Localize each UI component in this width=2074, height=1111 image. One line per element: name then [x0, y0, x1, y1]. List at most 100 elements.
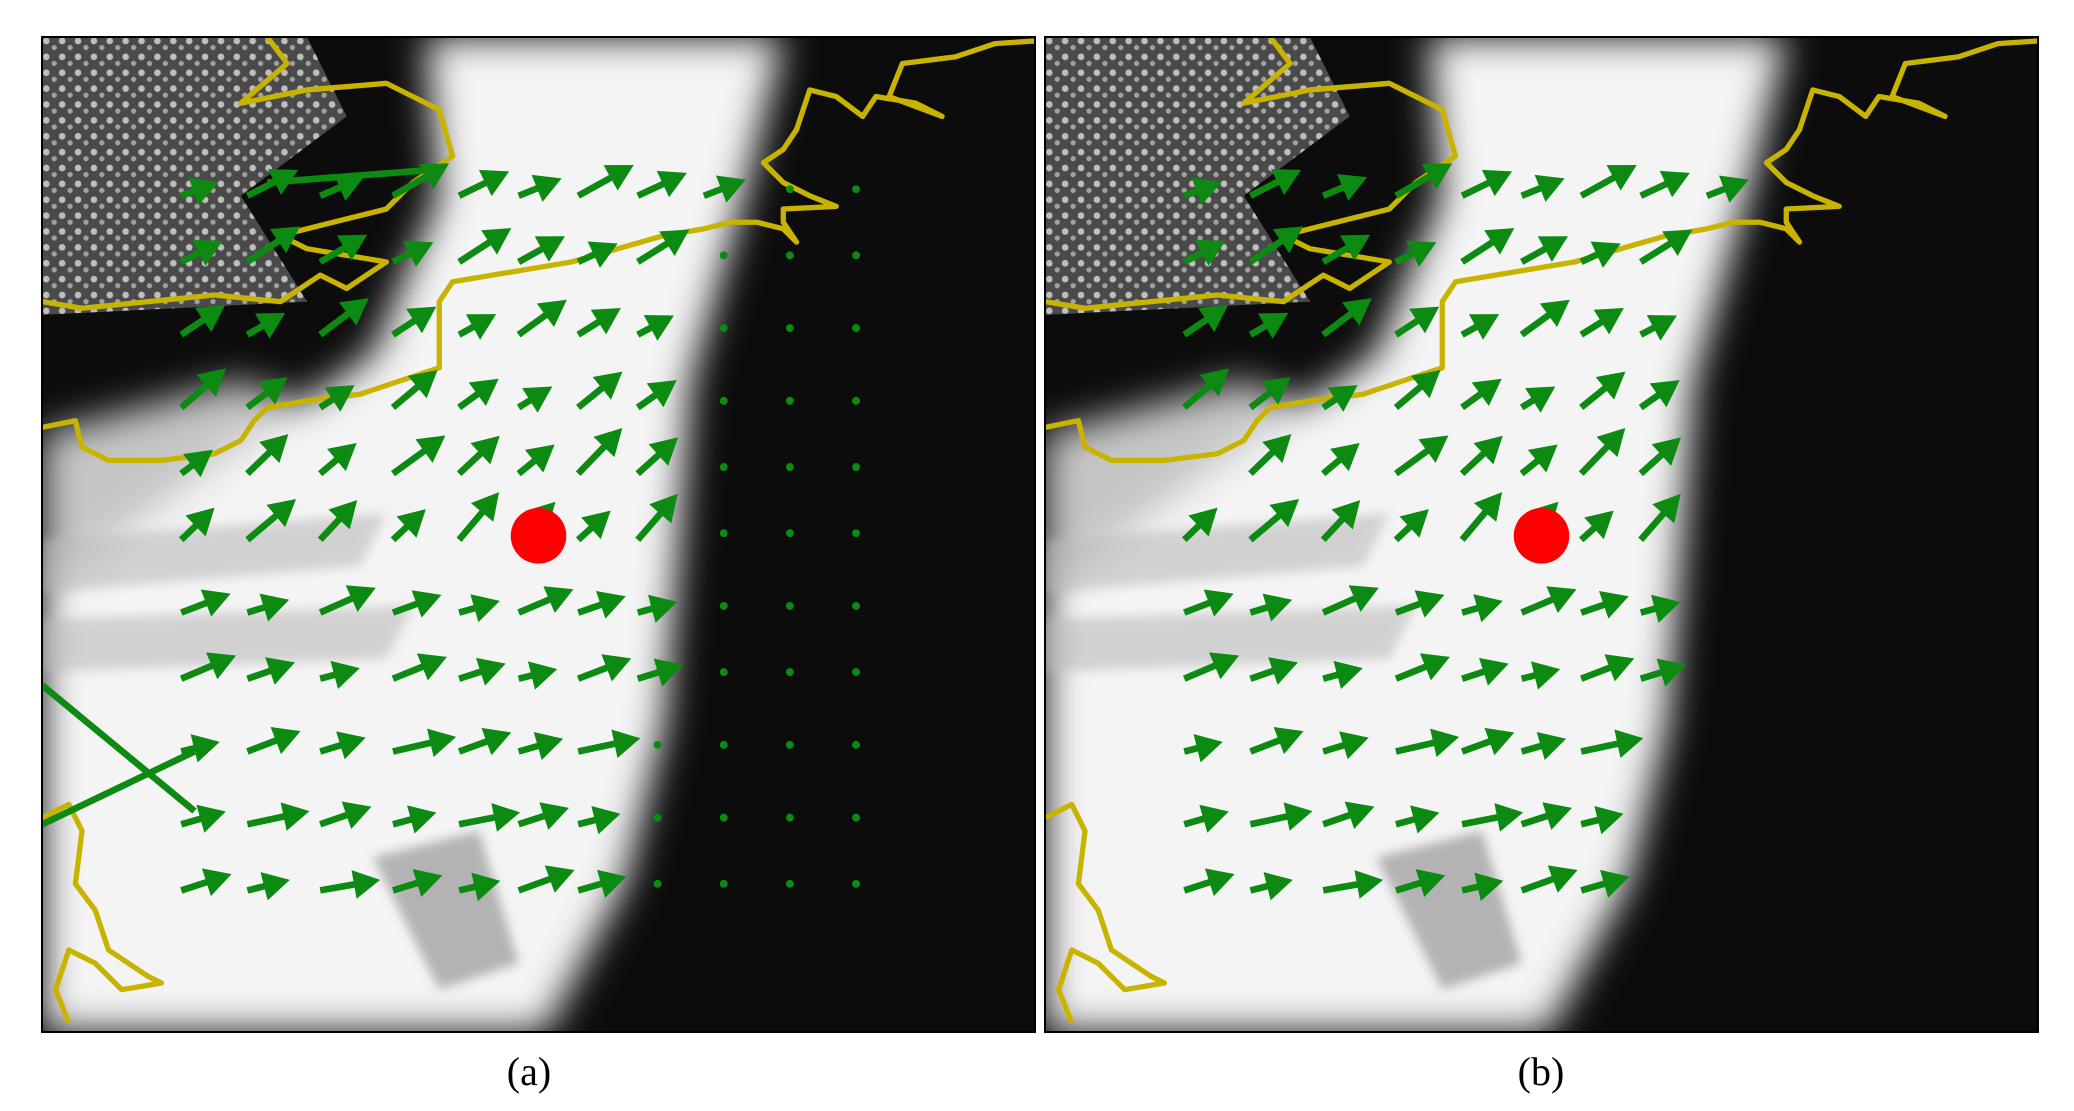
wind-vector-head [185, 507, 215, 537]
wind-vector-head [333, 174, 365, 201]
wind-vector-head [481, 228, 512, 255]
wind-dot [653, 879, 662, 888]
wind-vector-head [1593, 308, 1624, 335]
wind-vector-head [603, 164, 634, 191]
wind-vector-head [1336, 174, 1368, 201]
wind-vector-head [330, 660, 360, 690]
wind-vector-head [1525, 386, 1556, 413]
outlier-vector [42, 748, 196, 828]
wind-vector-head [1273, 727, 1304, 755]
wind-vector-head [481, 727, 512, 756]
wind-vector-head [200, 589, 231, 617]
wind-dot [852, 740, 861, 749]
wind-vector-head [1204, 868, 1235, 897]
wind-vector-head [1484, 228, 1515, 255]
wind-dot [719, 668, 728, 677]
wind-vector-head [478, 169, 510, 197]
wind-vector-head [522, 386, 553, 413]
wind-vector-head [190, 734, 220, 763]
wind-vector-head [1339, 731, 1369, 760]
wind-vector-head [1410, 805, 1440, 834]
target-point [1513, 508, 1570, 564]
wind-vector-head [1262, 593, 1293, 622]
wind-vector-head [336, 731, 366, 760]
wind-vector-head [1600, 869, 1630, 898]
wind-vector-head [1546, 586, 1577, 614]
wind-vector-head [1283, 802, 1313, 831]
wind-vector-head [591, 805, 621, 835]
wind-dot [852, 879, 861, 888]
wind-dot [785, 813, 794, 822]
wind-vector-head [649, 493, 678, 524]
wind-vector-head [1479, 657, 1509, 686]
wind-vector-head [403, 240, 434, 267]
wind-vector-head [1415, 869, 1446, 897]
wind-vector-head [1270, 168, 1302, 195]
wind-vector-head [1606, 164, 1637, 191]
wind-vector-head [196, 368, 227, 397]
wind-vector-head [1199, 368, 1230, 397]
wind-vector-head [1598, 591, 1629, 619]
wind-vector-head [527, 661, 558, 690]
wind-vector-head [1348, 585, 1379, 612]
wind-vector-head [338, 298, 369, 326]
wind-vector-head [1584, 510, 1614, 540]
wind-vector-head [257, 377, 288, 405]
wind-vector-head [653, 658, 684, 687]
wind-dot [719, 251, 728, 260]
wind-vector-head [476, 657, 506, 686]
wind-vector-head [195, 305, 226, 332]
wind-dot [852, 185, 861, 194]
wind-vector-head [1198, 305, 1229, 332]
panel-a-frame [41, 36, 1036, 1033]
wind-vector-head [536, 299, 567, 328]
wind-vector-head [1203, 589, 1234, 617]
wind-vector-head [406, 306, 437, 334]
wind-vector-head [1188, 507, 1218, 537]
wind-vector-head [1272, 226, 1304, 254]
wind-vector-head [336, 234, 368, 261]
wind-dot [719, 324, 728, 333]
wind-dot [785, 185, 794, 194]
wind-vector-head [590, 308, 621, 335]
wind-vector-head [1646, 315, 1677, 341]
outlier-vector [267, 166, 440, 186]
wind-vector-head [1410, 370, 1441, 399]
panel-b-image [1045, 37, 2037, 1032]
wind-vector-head [351, 870, 381, 899]
wind-dot [785, 879, 794, 888]
wind-vector-head [1656, 658, 1687, 687]
wind-vector-head [601, 654, 632, 682]
wind-vector-head [1536, 732, 1567, 761]
wind-dot [785, 601, 794, 610]
wind-vector-head [260, 872, 290, 901]
wind-vector-head [1651, 437, 1682, 466]
wind-vector-head [1481, 169, 1513, 197]
wind-vector-head [324, 385, 355, 412]
wind-vector-head [534, 236, 565, 262]
wind-vectors [42, 163, 861, 902]
wind-vector-head [270, 727, 301, 755]
wind-dot [719, 529, 728, 538]
wind-vector-head [1547, 865, 1578, 893]
wind-vector-head [1262, 434, 1292, 463]
wind-vector-head [593, 427, 623, 458]
wind-dot [852, 251, 861, 260]
wind-vector-head [1649, 380, 1680, 408]
wind-vector-head [587, 241, 618, 268]
wind-dot [719, 601, 728, 610]
wind-dot [719, 740, 728, 749]
wind-vector-head [1344, 801, 1375, 829]
wind-vector-head [531, 174, 562, 202]
wind-vector-head [341, 801, 372, 829]
wind-dot [852, 396, 861, 405]
wind-vector-head [1327, 385, 1358, 412]
wind-dot [719, 463, 728, 471]
wind-dot [785, 668, 794, 677]
wind-vector-head [646, 380, 677, 408]
panel-label: (a) [507, 1049, 551, 1094]
wind-vector-head [1269, 498, 1300, 528]
wind-vector-head [465, 314, 497, 340]
wind-vector-head [1419, 653, 1450, 681]
